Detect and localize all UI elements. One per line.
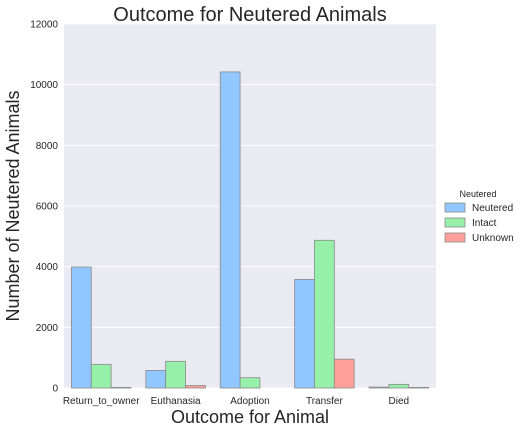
y-tick-label: 0: [52, 384, 58, 395]
bar-intact-died: [388, 383, 410, 389]
bar-intact-adoption: [239, 377, 261, 389]
legend-label: Intact: [472, 218, 497, 229]
bar-unknown-died: [408, 386, 429, 389]
x-tick-label: Euthanasia: [151, 396, 201, 407]
bar-unknown-transfer: [333, 358, 355, 389]
bar-neutered-adoption: [219, 71, 241, 389]
x-axis-title: Outcome for Animal: [171, 407, 329, 427]
bar-neutered-return-to-owner: [71, 266, 92, 389]
bar-intact-return-to-owner: [90, 363, 112, 389]
bar-intact-transfer: [314, 239, 335, 389]
y-tick-label: 4000: [36, 262, 59, 273]
y-tick-label: 2000: [36, 323, 59, 334]
bar-intact-euthanasia: [165, 360, 186, 389]
legend-swatch: [444, 232, 466, 243]
x-tick-label: Adoption: [230, 396, 269, 407]
y-axis-title: Number of Neutered Animals: [3, 90, 23, 321]
y-tick-label: 8000: [36, 141, 59, 152]
chart-title: Outcome for Neutered Animals: [113, 4, 386, 26]
bar-neutered-transfer: [294, 279, 315, 389]
legend-label: Unknown: [472, 233, 514, 244]
bars: [71, 71, 429, 389]
x-tick-labels: Return_to_owner Euthanasia Adoption Transfe…: [63, 396, 409, 407]
legend-label: Neutered: [472, 203, 513, 214]
bar-unknown-euthanasia: [185, 385, 206, 389]
bar-neutered-euthanasia: [145, 370, 167, 389]
x-tick-label: Transfer: [306, 396, 344, 407]
y-tick-label: 10000: [30, 80, 58, 91]
x-tick-label: Died: [389, 396, 410, 407]
legend-swatch: [444, 217, 466, 228]
bar-unknown-return-to-owner: [110, 386, 132, 389]
legend-title: Neutered: [459, 189, 496, 199]
legend: Neutered Neutered Intact Unknown: [444, 189, 514, 244]
bar-neutered-died: [368, 386, 390, 389]
legend-swatch: [444, 202, 466, 213]
x-tick-label: Return_to_owner: [63, 396, 140, 407]
y-tick-label: 12000: [30, 20, 58, 31]
y-tick-labels: 0 2000 4000 6000 8000 10000 12000: [30, 20, 58, 395]
y-tick-label: 6000: [36, 202, 59, 213]
